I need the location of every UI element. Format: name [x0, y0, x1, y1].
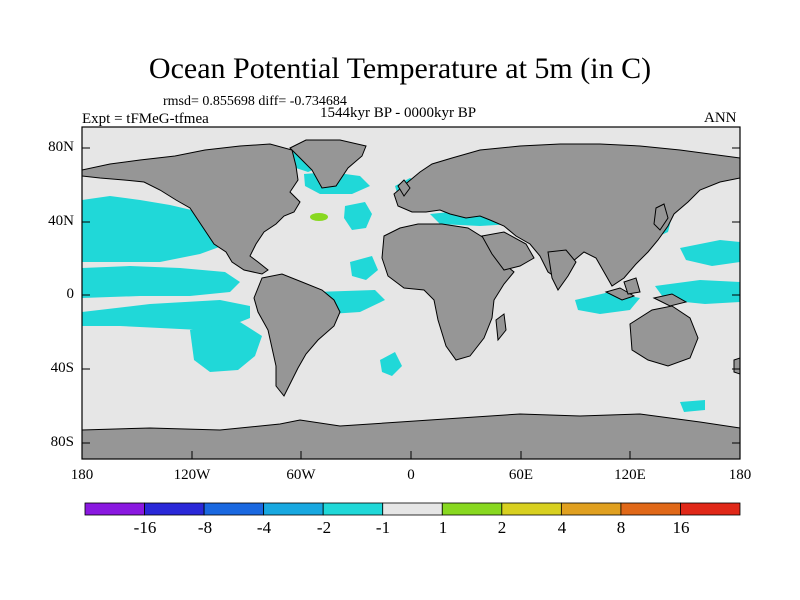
x-tick-label: 0: [407, 467, 415, 483]
madagascar: [495, 313, 507, 342]
tick-marks: [82, 147, 740, 459]
colorbar-level-label: 2: [497, 518, 507, 537]
colorbar-level-label: -2: [316, 518, 332, 537]
british-isles: [397, 179, 411, 197]
south-america: [253, 273, 341, 397]
y-tick-label: 80S: [50, 434, 74, 450]
new-zealand: [733, 357, 740, 375]
japan: [653, 203, 669, 231]
chart-title: Ocean Potential Temperature at 5m (in C): [148, 52, 652, 85]
australia: [629, 305, 699, 367]
new-guinea: [652, 293, 688, 307]
arabia: [481, 231, 535, 271]
y-tick-label: 0: [66, 286, 75, 302]
experiment-label: Expt = tFMeG-tfmea: [82, 111, 209, 127]
antarctica: [82, 413, 740, 459]
season-label: ANN: [704, 110, 737, 126]
africa: [381, 223, 515, 361]
x-tick-label: 120E: [614, 467, 646, 483]
colorbar-level-label: 8: [616, 518, 626, 537]
x-tick-label: 180: [728, 467, 752, 483]
land-masses: [82, 139, 740, 459]
colorbar-level-label: 16: [672, 518, 690, 537]
y-tick-label: 40S: [50, 360, 74, 376]
x-tick-label: 120W: [173, 467, 211, 483]
colorbar-level-label: -4: [256, 518, 272, 537]
y-tick-label: 80N: [48, 139, 74, 155]
eurasia: [393, 143, 740, 287]
indonesia: [604, 287, 636, 301]
greenland: [289, 139, 367, 189]
x-tick-label: 180: [70, 467, 94, 483]
x-tick-label: 60E: [508, 467, 534, 483]
colorbar-level-label: -8: [197, 518, 213, 537]
y-tick-label: 40N: [48, 213, 74, 229]
colorbar-level-label: 1: [438, 518, 448, 537]
period-label: 1544kyr BP - 0000kyr BP: [320, 105, 477, 121]
colorbar-level-label: -16: [133, 518, 157, 537]
x-tick-label: 60W: [286, 467, 316, 483]
colorbar-level-label: -1: [375, 518, 391, 537]
borneo: [623, 277, 641, 295]
stats-text: rmsd= 0.855698 diff= -0.734684: [163, 94, 347, 109]
colorbar-level-label: 4: [557, 518, 567, 537]
north-america: [82, 143, 301, 275]
india: [547, 249, 577, 291]
